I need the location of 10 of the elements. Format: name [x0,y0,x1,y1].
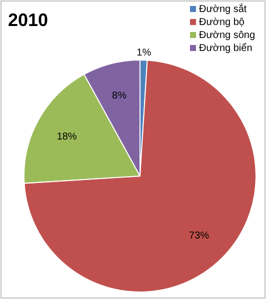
data-label: 8% [112,90,127,102]
data-label: 18% [56,131,77,142]
chart-title: 2010 [8,10,48,30]
legend-label: Đường biển [199,42,252,54]
legend-label: Đường sông [199,30,256,41]
data-label: 73% [189,230,210,242]
pie-slice [24,60,256,292]
data-label: 1% [136,48,152,59]
legend-label: Đường bộ [199,17,245,28]
legend-label: Đường sắt [199,3,247,15]
